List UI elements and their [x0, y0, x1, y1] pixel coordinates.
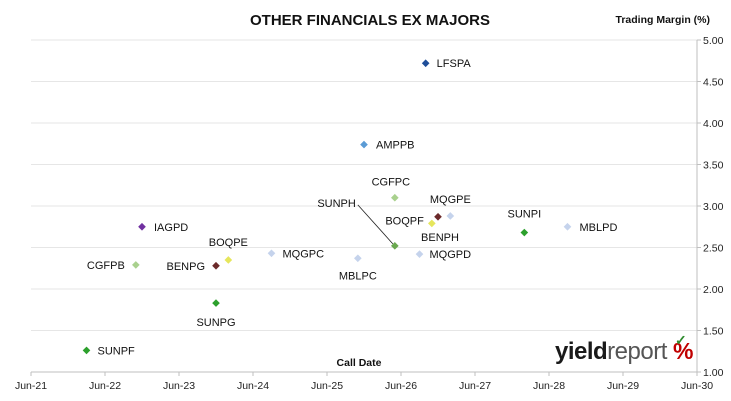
- x-tick-label: Jun-23: [163, 380, 195, 392]
- data-label-mblpc: MBLPC: [339, 270, 377, 282]
- data-point-mqgpe: [446, 212, 455, 220]
- data-label-benpg: BENPG: [166, 261, 205, 273]
- x-tick-label: Jun-30: [681, 380, 713, 392]
- data-label-mblpd: MBLPD: [580, 222, 618, 234]
- data-label-cgfpb: CGFPB: [87, 260, 125, 272]
- data-point-iagpd: [138, 222, 146, 231]
- y-axis-title: Trading Margin (%): [616, 14, 711, 26]
- y-tick-label: 3.00: [703, 201, 724, 213]
- x-tick-label: Jun-21: [15, 380, 47, 392]
- data-points: [82, 59, 572, 355]
- data-point-benpg: [212, 261, 220, 270]
- percent-icon: % ✓: [673, 332, 693, 364]
- data-point-boqpf: [428, 219, 436, 228]
- x-tick-label: Jun-22: [89, 380, 121, 392]
- data-label-mqgpe: MQGPE: [430, 194, 471, 206]
- logo-text-report: report: [607, 338, 667, 365]
- data-point-cgfpb: [132, 261, 140, 269]
- data-label-mqgpd: MQGPD: [430, 249, 472, 261]
- data-label-sunpf: SUNPF: [98, 345, 136, 357]
- yieldreport-logo: yieldreport % ✓: [554, 332, 694, 366]
- grid-lines: [31, 39, 697, 331]
- data-point-mblpc: [354, 254, 362, 263]
- chart-title: OTHER FINANCIALS EX MAJORS: [250, 12, 490, 29]
- data-label-sunph: SUNPH: [317, 198, 356, 210]
- data-label-boqpe: BOQPE: [209, 237, 248, 249]
- x-tick-label: Jun-29: [607, 380, 639, 392]
- y-tick-label: 1.00: [703, 367, 724, 379]
- data-point-amppb: [360, 140, 368, 149]
- data-point-boqpe: [224, 256, 233, 264]
- y-tick-label: 3.50: [703, 160, 724, 172]
- logo-text-yield: yield: [554, 338, 608, 365]
- data-label-benph: BENPH: [421, 232, 459, 244]
- y-tick-label: 4.50: [703, 77, 724, 89]
- data-point-sunpg: [212, 299, 220, 307]
- data-point-sunpf: [82, 346, 91, 355]
- data-label-iagpd: IAGPD: [154, 222, 188, 234]
- data-point-cgfpc: [391, 193, 399, 202]
- data-point-mqgpd: [415, 250, 424, 258]
- data-label-mqgpc: MQGPC: [283, 248, 325, 260]
- data-point-mblpd: [563, 222, 572, 231]
- x-tick-label: Jun-28: [533, 380, 565, 392]
- check-icon: ✓: [675, 332, 687, 348]
- data-label-boqpf: BOQPF: [385, 215, 424, 227]
- data-point-lfspa: [421, 59, 430, 68]
- y-axis-ticks: 1.00 1.50 2.00 2.50 3.00 3.50 4.00 4.50 5.00: [697, 35, 724, 379]
- data-point-benph: [434, 212, 442, 221]
- data-point-sunph: [391, 242, 399, 250]
- y-tick-label: 4.00: [703, 118, 724, 130]
- data-label-sunpi: SUNPI: [508, 209, 542, 221]
- y-tick-label: 2.50: [703, 243, 724, 255]
- data-label-amppb: AMPPB: [376, 140, 415, 152]
- x-axis-title: Call Date: [337, 357, 382, 369]
- y-tick-label: 1.50: [703, 326, 724, 338]
- y-tick-label: 2.00: [703, 284, 724, 296]
- x-tick-label: Jun-26: [385, 380, 417, 392]
- data-label-cgfpc: CGFPC: [372, 177, 411, 189]
- y-tick-label: 5.00: [703, 35, 724, 47]
- leader-line: [357, 204, 394, 245]
- x-tick-label: Jun-24: [237, 380, 269, 392]
- data-labels: LFSPA AMPPB CGFPC MQGPE BENPH BOQPF SUNPI MBLPD…: [87, 58, 618, 357]
- logo-percent-symbol: %: [673, 338, 693, 364]
- data-label-sunpg: SUNPG: [196, 317, 235, 329]
- data-point-sunpi: [520, 228, 529, 237]
- data-point-mqgpc: [267, 249, 276, 258]
- leader-lines: [357, 204, 394, 245]
- data-label-lfspa: LFSPA: [437, 58, 472, 70]
- x-tick-label: Jun-25: [311, 380, 343, 392]
- x-tick-label: Jun-27: [459, 380, 491, 392]
- x-axis-ticks: Jun-21 Jun-22 Jun-23 Jun-24 Jun-25 Jun-26 Jun-…: [15, 372, 713, 392]
